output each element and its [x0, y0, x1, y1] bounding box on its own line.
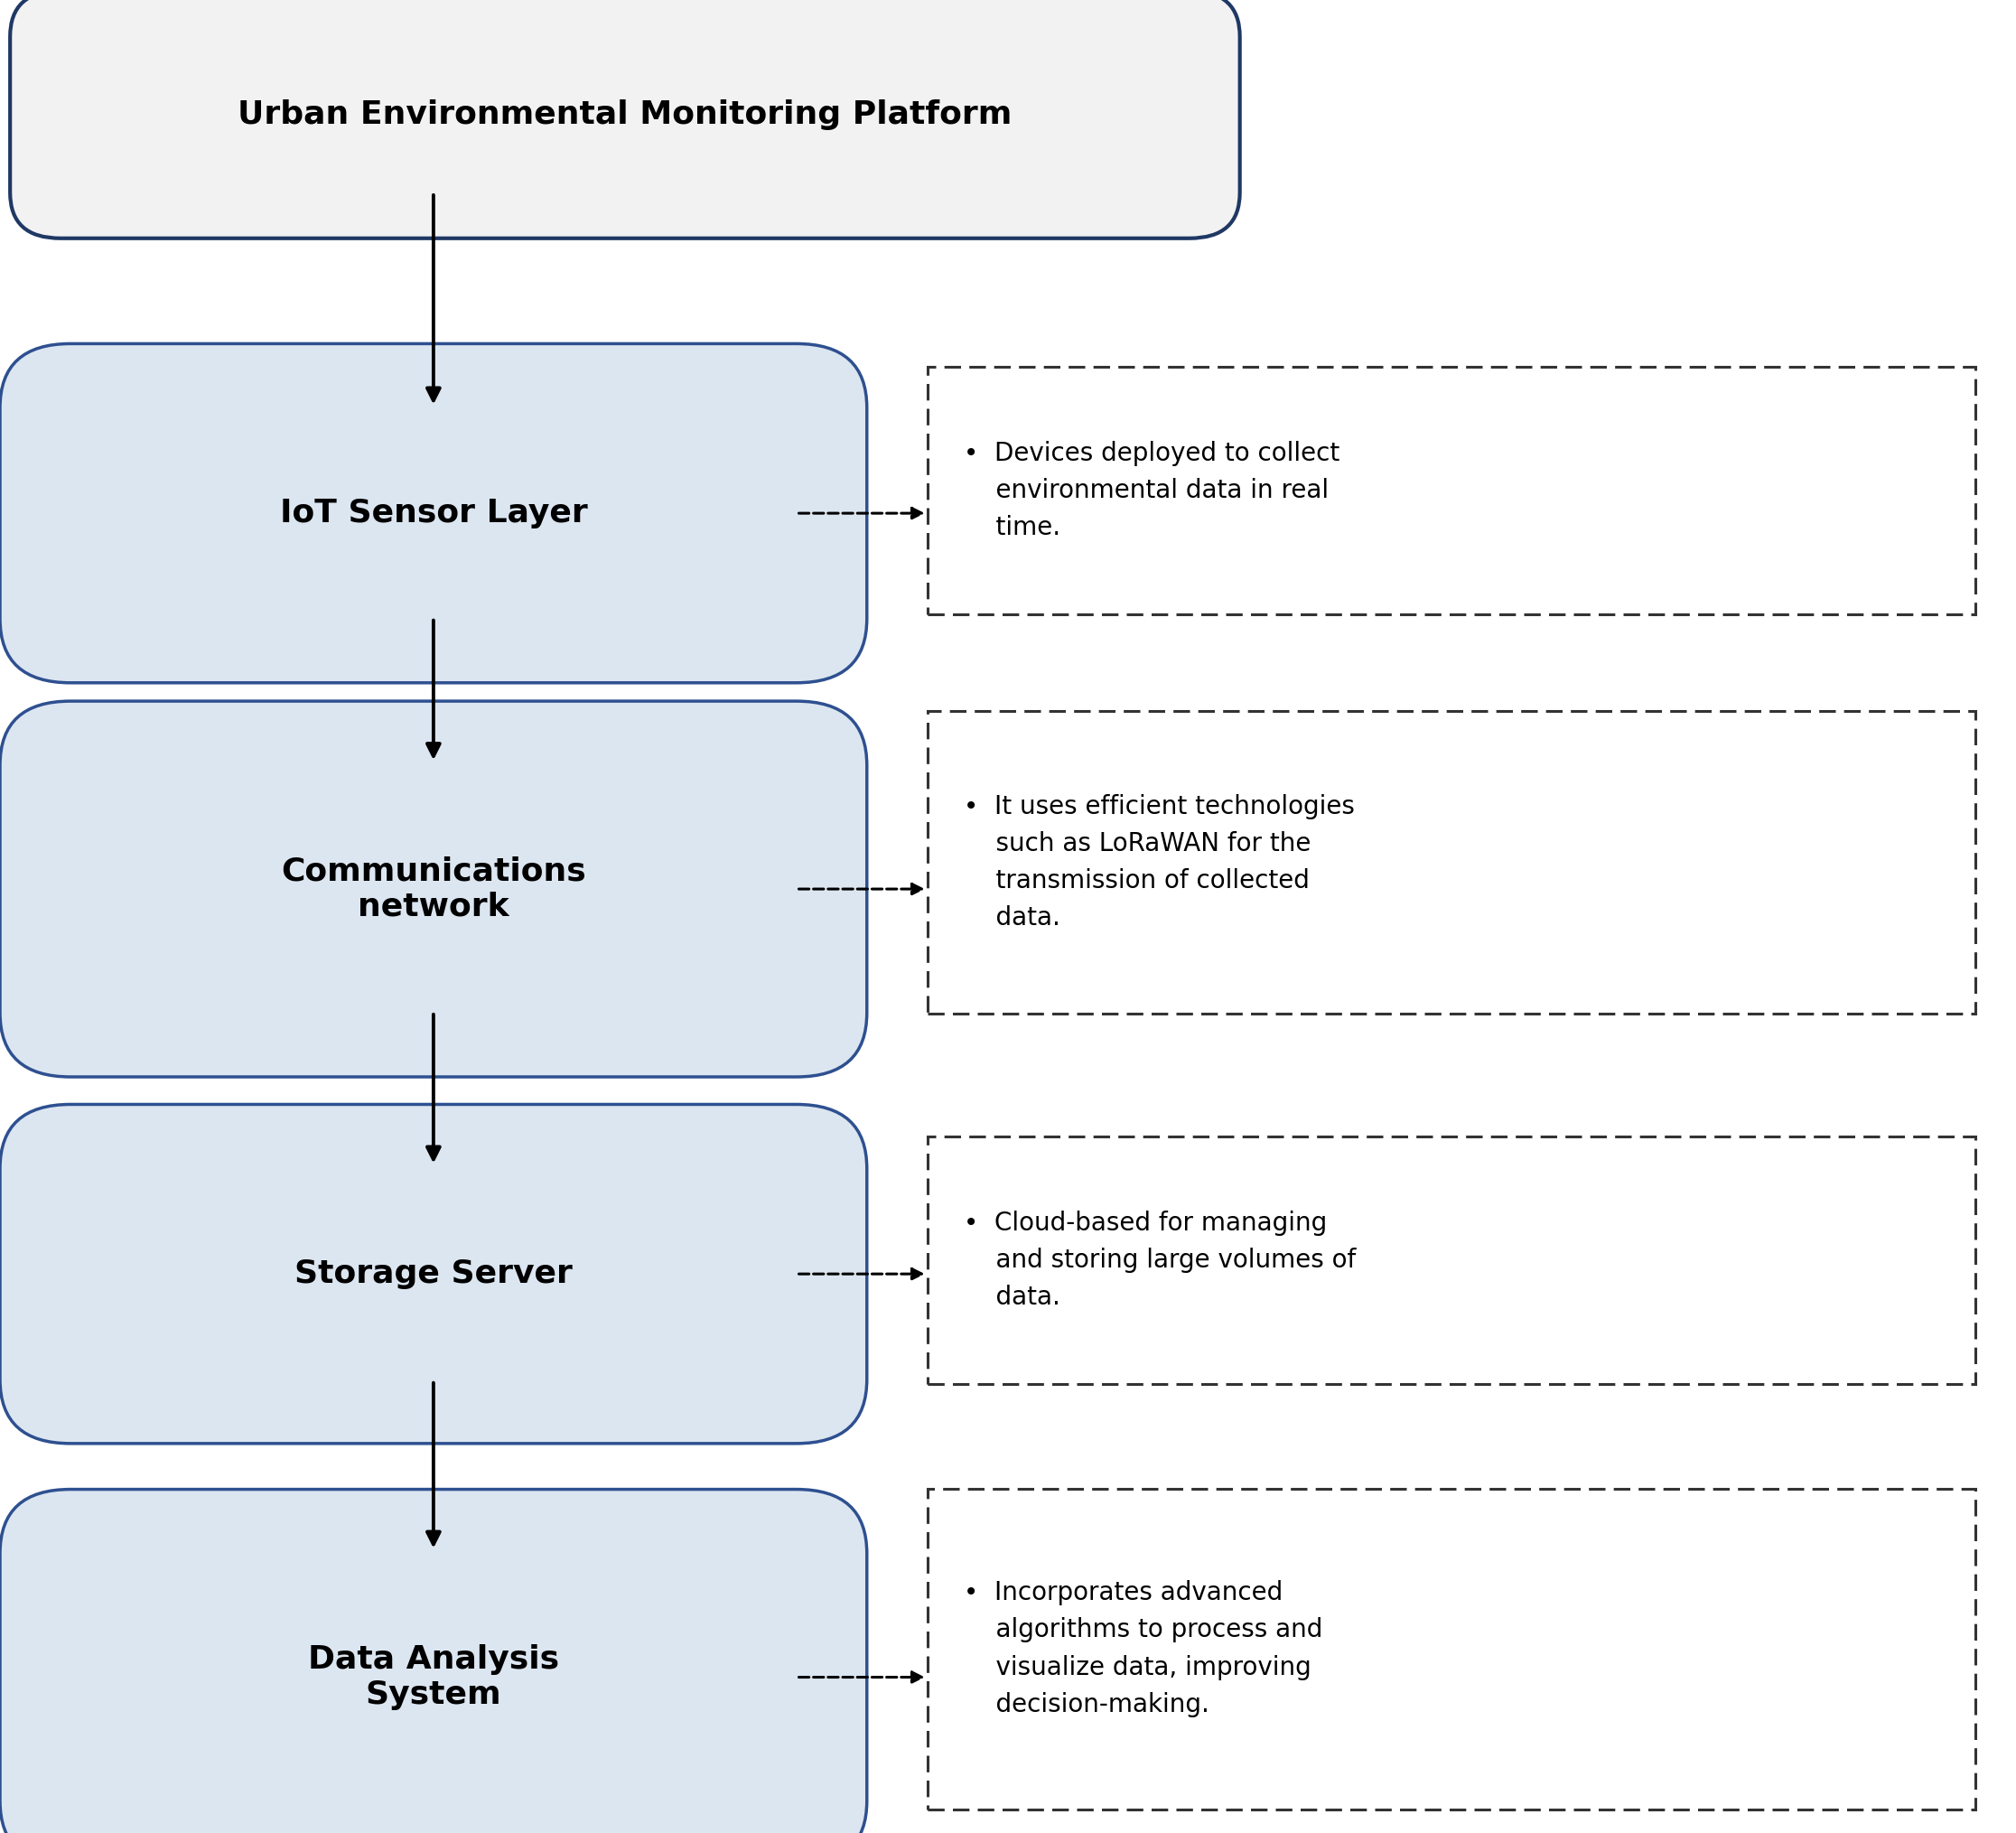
Bar	[927, 711, 1976, 1014]
FancyBboxPatch shape	[0, 1103, 867, 1444]
Text: •  Incorporates advanced
    algorithms to process and
    visualize data, impro: • Incorporates advanced algorithms to pr…	[964, 1580, 1322, 1718]
Text: •  Devices deployed to collect
    environmental data in real
    time.: • Devices deployed to collect environmen…	[964, 440, 1339, 541]
Text: Data Analysis
System: Data Analysis System	[308, 1644, 558, 1710]
Bar	[927, 1136, 1976, 1384]
Bar	[927, 1488, 1976, 1809]
FancyBboxPatch shape	[0, 702, 867, 1076]
Text: Communications
network: Communications network	[280, 856, 587, 922]
Bar	[927, 367, 1976, 614]
Text: IoT Sensor Layer: IoT Sensor Layer	[280, 499, 587, 528]
FancyBboxPatch shape	[10, 0, 1240, 238]
FancyBboxPatch shape	[0, 345, 867, 682]
Text: Storage Server: Storage Server	[294, 1259, 573, 1289]
Text: Urban Environmental Monitoring Platform: Urban Environmental Monitoring Platform	[238, 99, 1012, 130]
FancyBboxPatch shape	[0, 1488, 867, 1833]
Text: •  It uses efficient technologies
    such as LoRaWAN for the
    transmission o: • It uses efficient technologies such as…	[964, 794, 1355, 931]
Text: •  Cloud-based for managing
    and storing large volumes of
    data.: • Cloud-based for managing and storing l…	[964, 1210, 1357, 1311]
